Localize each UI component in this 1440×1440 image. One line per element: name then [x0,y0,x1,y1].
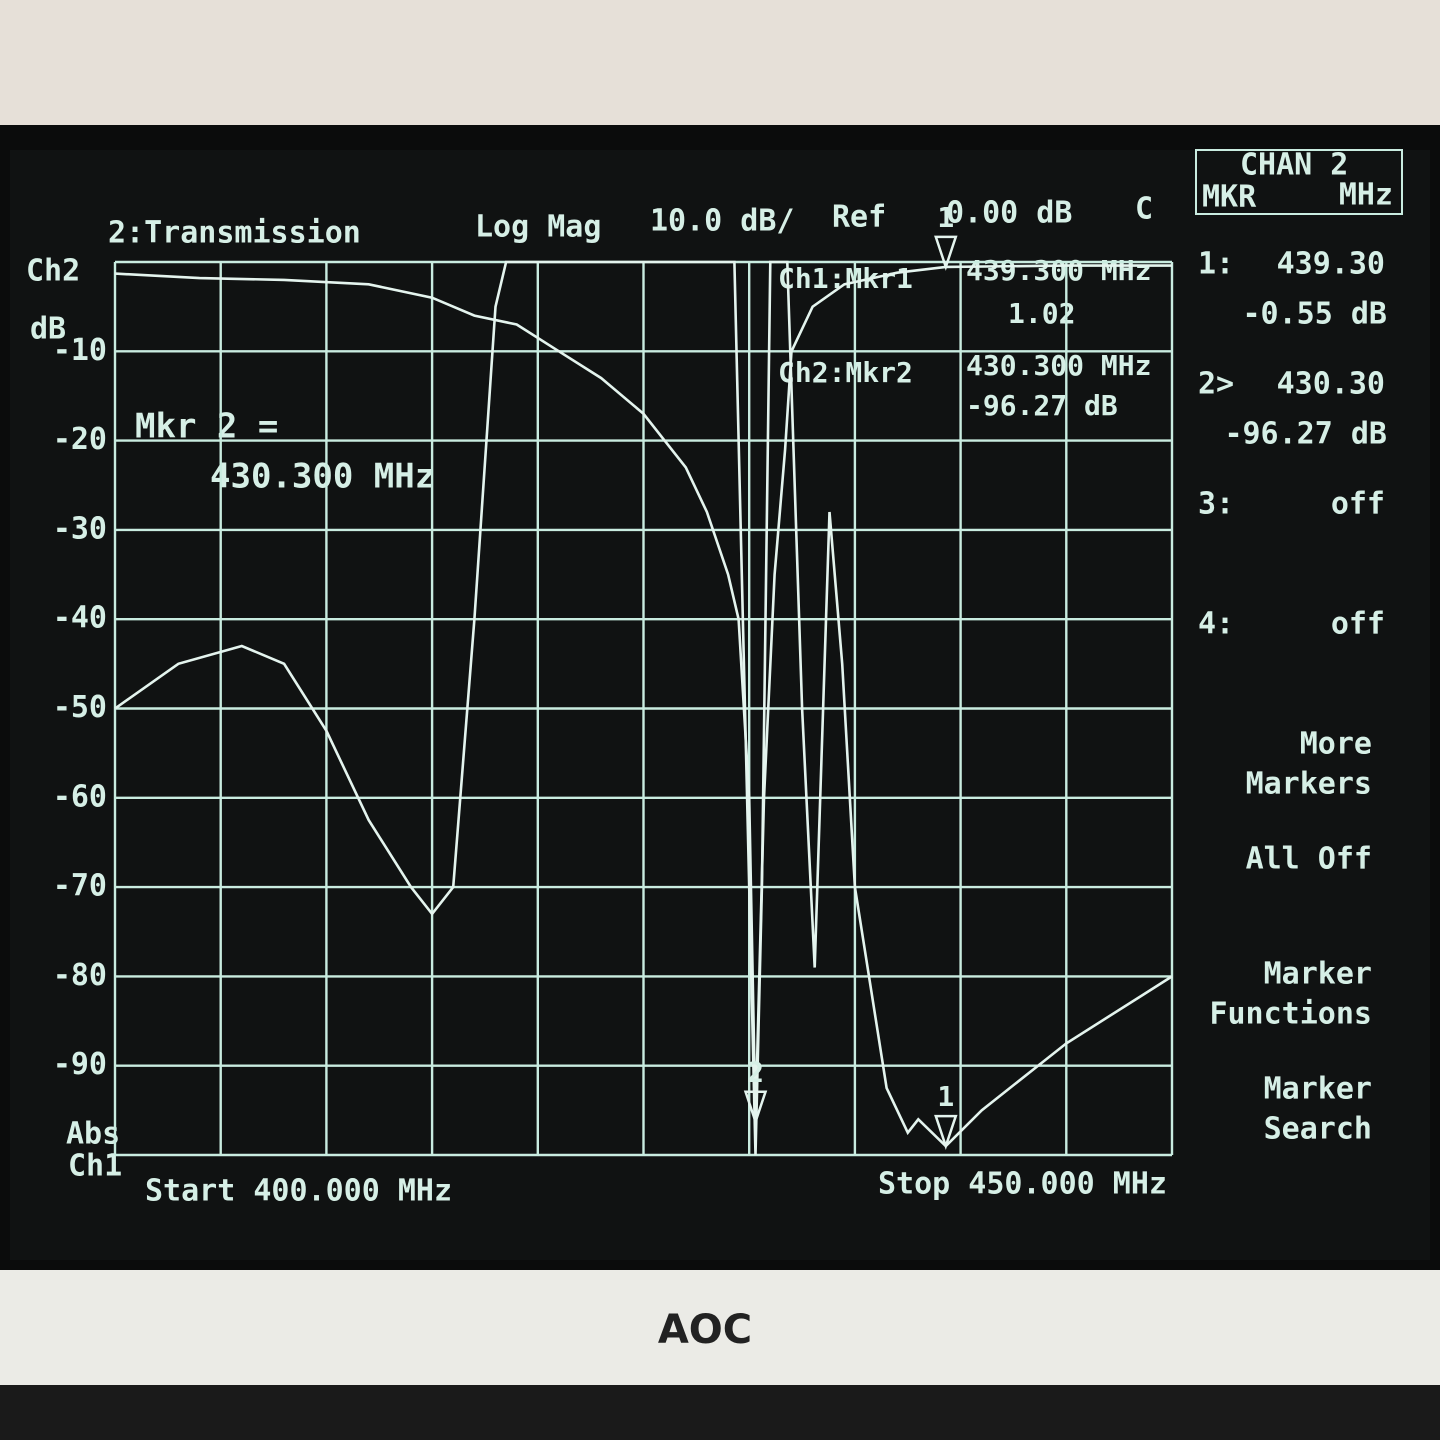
readout: -96.27 dB [966,389,1118,422]
marker-id: 3: [1198,487,1234,522]
marker-label: 1 [937,1080,954,1113]
marker [934,1114,958,1151]
readout: Ch2:Mkr2 [778,356,913,389]
y-tick-label: -20 [53,422,107,457]
channel-title: 2:Transmission [108,216,361,251]
marker-id: 1: [1198,247,1234,282]
panel-box [1195,149,1403,215]
marker-id: 4: [1198,607,1234,642]
softkey[interactable]: Marker [1264,1072,1372,1107]
marker-id: 2> [1198,367,1234,402]
readout: 1.02 [1008,297,1075,330]
marker-label: 1 [937,201,954,234]
softkey[interactable]: All Off [1246,842,1372,877]
readout: 439.300 MHz [966,254,1151,287]
ref-label: Ref [832,200,886,235]
marker [934,235,958,271]
scale: 10.0 dB/ [650,204,795,239]
marker-freq: off [1331,487,1385,522]
y-tick-label: -30 [53,511,107,546]
softkey[interactable]: Markers [1246,767,1372,802]
channel-label: Ch2 [26,254,80,289]
format: Log Mag [475,210,601,245]
ref-value: 0.00 dB [946,196,1072,231]
marker-value: -0.55 dB [1243,297,1388,332]
y-axis-label: dB [30,312,66,347]
y-tick-label: -80 [53,958,107,993]
marker-freq: off [1331,607,1385,642]
softkey[interactable]: Search [1264,1112,1372,1147]
ch1-scale: Abs [66,1117,120,1152]
panel-col: MKR [1202,180,1257,215]
y-tick-label: -50 [53,690,107,725]
trace [114,260,1173,1156]
start-label: Start 400.000 MHz [145,1174,452,1209]
y-tick-label: -60 [53,779,107,814]
marker-freq: 439.30 [1277,247,1385,282]
softkey[interactable]: Marker [1264,957,1372,992]
panel-col: MHz [1339,178,1393,213]
ch1-label: Ch1 [68,1149,122,1184]
screen [10,150,1430,1260]
trace [114,264,1172,1122]
marker-label: 2 [747,1056,764,1089]
y-tick-label: -70 [53,869,107,904]
readout: 430.300 MHz [966,349,1151,382]
y-tick-label: -90 [53,1047,107,1082]
stop-label: Stop 450.000 MHz [878,1167,1167,1202]
panel-title: CHAN 2 [1240,148,1348,183]
softkey[interactable]: More [1300,727,1372,762]
marker-value: -96.27 dB [1224,417,1387,452]
softkey[interactable]: Functions [1209,997,1372,1032]
brand: AOC [658,1307,752,1353]
coupling: C [1135,192,1153,227]
monitor-chin [0,1270,1440,1385]
y-tick-label: -40 [53,601,107,636]
marker [743,1090,768,1126]
y-tick-label: -10 [53,333,107,368]
marker-freq: 430.30 [1277,367,1385,402]
active-freq: 430.300 MHz [210,457,435,497]
readout: Ch1:Mkr1 [778,262,913,295]
